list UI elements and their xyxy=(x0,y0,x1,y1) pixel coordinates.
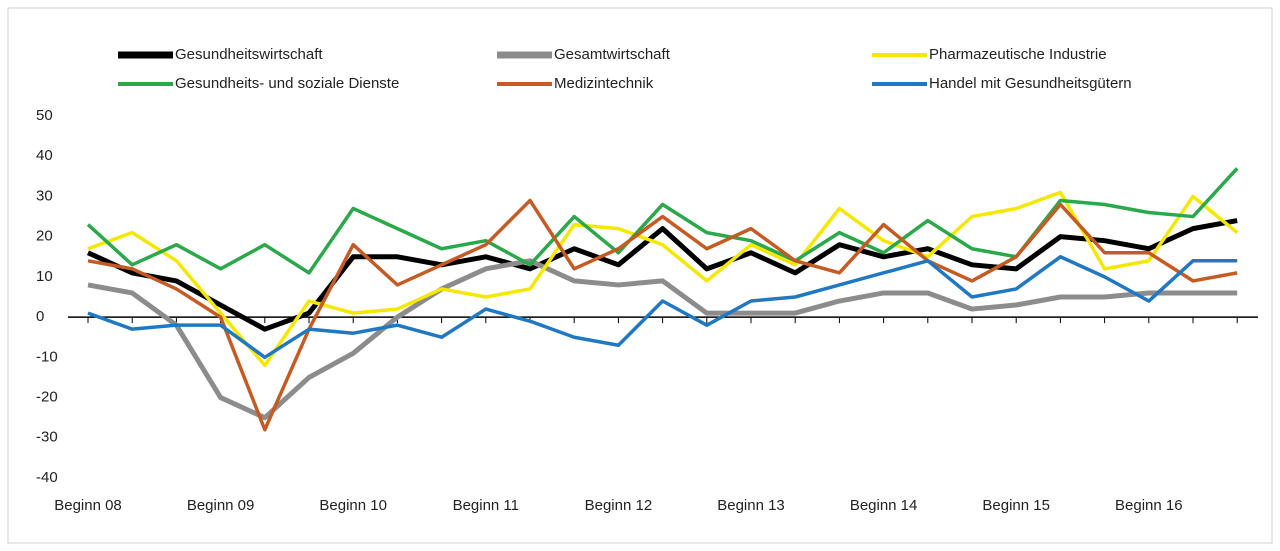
series-line xyxy=(86,218,1238,332)
legend-label: Pharmazeutische Industrie xyxy=(929,46,1107,63)
x-tick-label: Beginn 13 xyxy=(717,497,785,514)
y-tick-label: 0 xyxy=(36,308,44,325)
x-tick-label: Beginn 11 xyxy=(453,497,519,514)
x-tick-label: Beginn 09 xyxy=(187,497,255,514)
x-tick-label: Beginn 16 xyxy=(1115,497,1183,514)
y-tick-label: -10 xyxy=(36,348,58,365)
chart-frame xyxy=(7,7,1273,544)
y-tick-label: 30 xyxy=(36,187,53,204)
legend-label: Gesundheitswirtschaft xyxy=(175,46,323,63)
legend-label: Gesundheits- und soziale Dienste xyxy=(175,75,399,92)
x-tick-label: Beginn 08 xyxy=(54,497,122,514)
y-tick-label: -40 xyxy=(36,469,58,486)
series-line xyxy=(87,255,1238,360)
x-tick-label: Beginn 15 xyxy=(982,497,1050,514)
x-tick-label: Beginn 14 xyxy=(850,497,918,514)
series-line xyxy=(87,258,1238,421)
series-line xyxy=(87,190,1239,368)
y-tick-label: 10 xyxy=(36,268,53,285)
y-tick-label: -20 xyxy=(36,389,58,406)
legend-label: Medizintechnik xyxy=(554,75,654,92)
y-tick-label: 20 xyxy=(36,228,53,245)
legend-label: Handel mit Gesundheitsgütern xyxy=(929,75,1132,92)
x-tick-label: Beginn 10 xyxy=(319,497,387,514)
y-tick-label: 50 xyxy=(36,107,53,124)
y-tick-label: -30 xyxy=(36,429,58,446)
y-tick-label: 40 xyxy=(36,147,53,164)
legend-label: Gesamtwirtschaft xyxy=(554,46,671,63)
x-tick-label: Beginn 12 xyxy=(585,497,653,514)
series-line xyxy=(87,198,1238,432)
